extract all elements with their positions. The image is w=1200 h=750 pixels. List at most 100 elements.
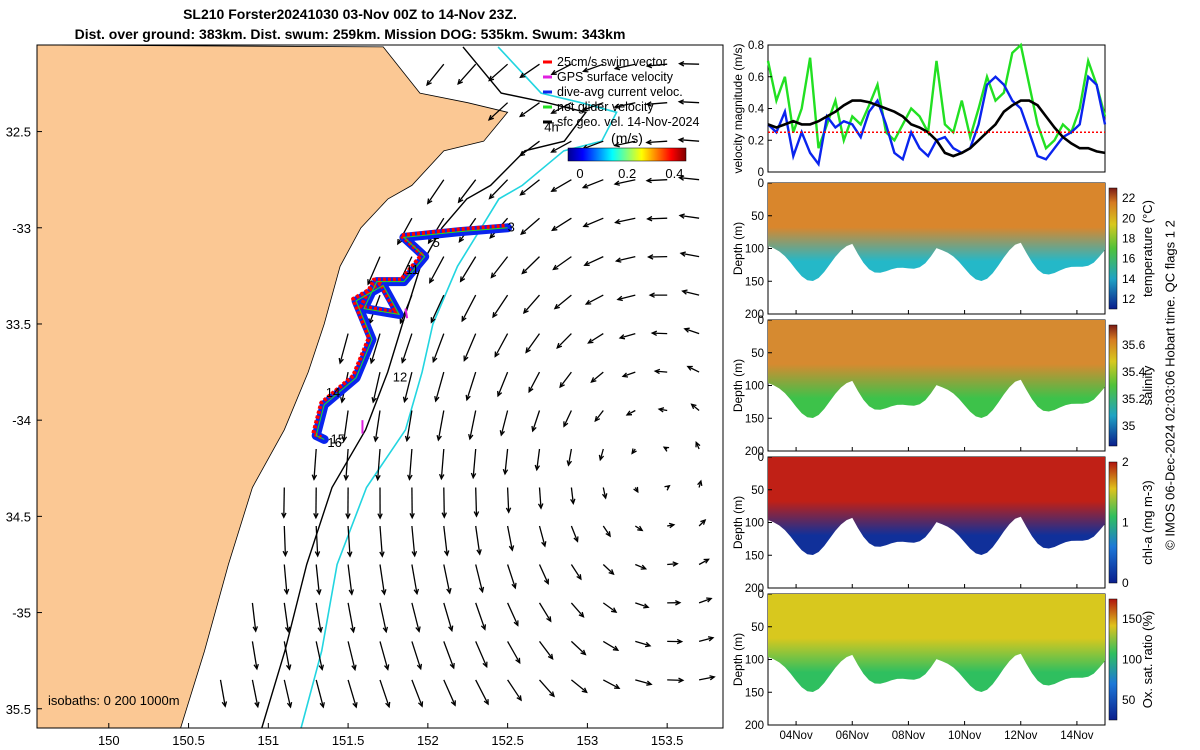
geo-arrow — [403, 371, 413, 402]
geo-arrow — [219, 679, 226, 707]
geo-arrow — [538, 525, 546, 547]
geo-arrow-head — [707, 636, 715, 642]
geo-arrow — [379, 679, 390, 708]
geo-arrow-head — [519, 150, 526, 157]
geo-arrow — [457, 63, 477, 85]
geo-arrow-head — [490, 272, 497, 279]
geo-arrow-head — [436, 435, 442, 442]
geo-arrow — [538, 564, 549, 584]
geo-arrow — [458, 179, 477, 203]
geo-arrow — [525, 333, 541, 353]
geo-arrow — [283, 679, 292, 708]
geo-arrow-head — [511, 582, 517, 590]
profile-colorbar-tick: 1 — [1122, 516, 1129, 530]
legend-entry: dive-avg current veloc. — [557, 85, 683, 99]
geo-arrow — [463, 333, 477, 361]
geo-arrow-head — [519, 190, 526, 196]
geo-arrow-head — [618, 334, 626, 340]
map-xtick-label: 151.5 — [332, 733, 365, 748]
geo-arrow — [475, 487, 478, 517]
geo-arrow — [519, 102, 540, 117]
geo-arrow — [585, 294, 604, 305]
geo-arrow-head — [480, 624, 487, 631]
geo-arrow-head — [399, 318, 405, 325]
geo-arrow-head — [613, 64, 621, 71]
profile-colorbar-tick: 35.6 — [1122, 338, 1146, 352]
geo-arrow-head — [549, 691, 556, 698]
speed-colorbar-tick: 0 — [576, 166, 583, 181]
geo-arrow-head — [573, 536, 579, 543]
geo-arrow-head — [675, 600, 682, 606]
map-ytick-label: -34 — [12, 413, 31, 428]
speed-colorbar-gradient — [567, 147, 687, 162]
geo-arrow-head — [563, 421, 569, 428]
profile-colorbar-label: salinity — [1140, 365, 1155, 405]
geo-arrow — [567, 448, 573, 466]
geo-arrow — [563, 410, 572, 427]
geo-arrow-head — [369, 357, 376, 365]
geo-arrow-head — [385, 701, 391, 709]
geo-arrow — [283, 602, 289, 632]
geo-arrow-head — [653, 368, 661, 375]
geo-arrow-head — [488, 75, 495, 82]
legend-entry: 25cm/s swim vector — [557, 55, 667, 69]
geo-arrow — [475, 525, 481, 555]
geo-arrow-head — [348, 589, 355, 596]
geo-arrow — [679, 139, 700, 142]
gps-surface-arrow — [404, 308, 409, 319]
geo-arrow-head — [502, 468, 509, 476]
geo-arrow-head — [345, 513, 351, 520]
profile-ytick-label: 50 — [751, 622, 764, 634]
profile-ytick-label: 0 — [758, 452, 764, 464]
geo-arrow-head — [285, 664, 292, 671]
geo-arrow-head — [381, 589, 387, 596]
geo-arrow-head — [487, 114, 494, 121]
profile-ytick-label: 50 — [751, 485, 764, 497]
geo-arrow — [377, 448, 381, 480]
velocity-ytick-label: 0.6 — [748, 72, 764, 84]
geo-arrow-head — [427, 238, 434, 245]
geo-arrow — [594, 410, 604, 422]
map-ytick-label: -33 — [12, 221, 31, 236]
geo-arrow — [466, 371, 477, 400]
profile-colorbar-tick: 20 — [1122, 211, 1136, 225]
geo-arrow-head — [648, 292, 655, 298]
geo-arrow-head — [283, 588, 290, 596]
geo-arrow-head — [587, 338, 594, 344]
geo-arrow-head — [550, 108, 557, 114]
geo-arrow-head — [551, 225, 558, 232]
profile-ytick-label: 150 — [745, 413, 764, 425]
geo-arrow-head — [397, 238, 403, 246]
geo-arrow — [426, 63, 445, 86]
geo-arrow — [588, 333, 604, 344]
geo-arrow — [432, 333, 445, 362]
geo-arrow-head — [519, 72, 526, 79]
geo-arrow — [507, 602, 519, 626]
geo-arrow — [443, 525, 448, 556]
geo-arrow-head — [650, 330, 658, 336]
geo-arrow-head — [550, 69, 557, 75]
geo-arrow-head — [570, 498, 576, 505]
geo-arrow — [494, 333, 509, 357]
geo-arrow — [614, 140, 636, 147]
geo-arrow-head — [578, 611, 585, 618]
geo-arrow-head — [417, 701, 424, 708]
geo-arrow — [680, 252, 700, 258]
geo-arrow — [372, 371, 381, 403]
geo-arrow-head — [553, 303, 560, 310]
geo-arrow-head — [608, 569, 615, 576]
geo-arrow — [582, 102, 604, 111]
profile-panel: 0 50 100 150 200 Depth (m) 35.6 35.4 35.2 35 salin… — [731, 315, 1155, 458]
profile-xtick-label: 10Nov — [948, 730, 981, 742]
geo-arrow-head — [640, 564, 648, 570]
geo-arrow — [646, 179, 668, 182]
geo-arrow — [488, 63, 509, 81]
geo-arrow — [583, 63, 604, 73]
track-swim-vectors — [311, 223, 505, 440]
geo-arrow-head — [683, 327, 690, 333]
geo-arrow-head — [550, 147, 557, 153]
map-xtick-label: 150.5 — [172, 733, 205, 748]
geo-arrow-head — [426, 79, 432, 87]
